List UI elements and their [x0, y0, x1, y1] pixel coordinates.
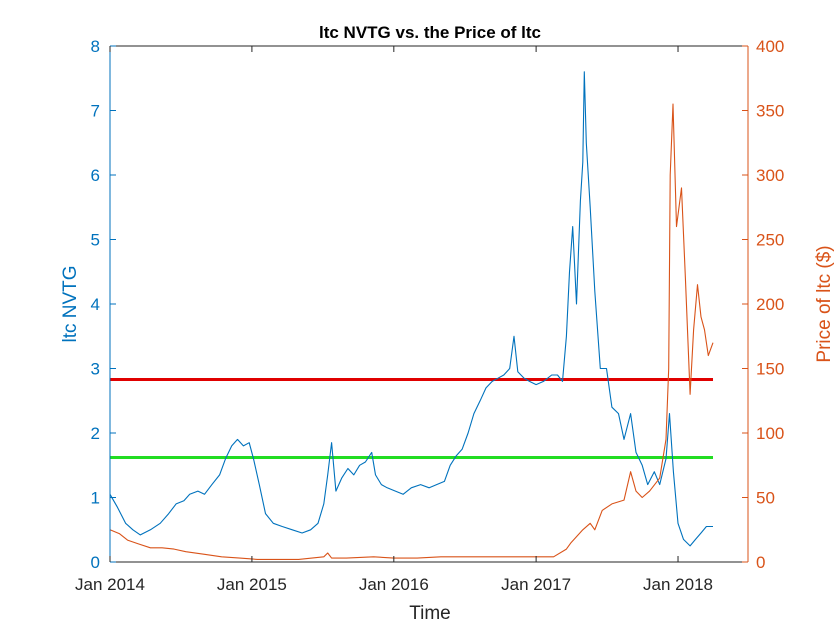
- x-axis-label: Time: [409, 603, 451, 624]
- x-tick-label: Jan 2014: [75, 575, 145, 594]
- y-tick-left-label: 1: [91, 489, 100, 508]
- y-tick-left-label: 6: [91, 166, 100, 185]
- x-tick-label: Jan 2016: [359, 575, 429, 594]
- series-right-line: [109, 103, 714, 560]
- y-tick-left-label: 2: [91, 424, 100, 443]
- y-tick-right-label: 100: [756, 424, 784, 443]
- chart-title: ltc NVTG vs. the Price of ltc: [319, 23, 541, 42]
- reference-lines: [110, 377, 714, 460]
- x-tick-label: Jan 2015: [217, 575, 287, 594]
- series-left-line: [109, 71, 713, 547]
- y-tick-right-label: 200: [756, 295, 784, 314]
- y-tick-left-label: 8: [91, 37, 100, 56]
- x-tick-label: Jan 2017: [501, 575, 571, 594]
- y-axis-label-left: ltc NVTG: [60, 265, 81, 342]
- x-tick-label: Jan 2018: [643, 575, 713, 594]
- y-tick-right-label: 0: [756, 553, 765, 572]
- y-tick-right-label: 350: [756, 102, 784, 121]
- axes: 0 1 2 3 4 5 6 7 8 0 50 100 150 200 250 300 350 400 Jan 201…: [75, 37, 784, 594]
- y-axis-label-right: Price of ltc ($): [814, 245, 835, 362]
- y-tick-left-label: 4: [91, 295, 100, 314]
- y-tick-left-label: 3: [91, 360, 100, 379]
- y-tick-left-label: 5: [91, 231, 100, 250]
- y-tick-right-label: 250: [756, 231, 784, 250]
- y-tick-right-label: 300: [756, 166, 784, 185]
- y-tick-right-label: 400: [756, 37, 784, 56]
- y-tick-left-label: 7: [91, 102, 100, 121]
- series-group: [109, 71, 714, 560]
- y-tick-right-label: 150: [756, 360, 784, 379]
- y-tick-right-label: 50: [756, 489, 775, 508]
- plot-area: [110, 46, 748, 562]
- y-tick-left-label: 0: [91, 553, 100, 572]
